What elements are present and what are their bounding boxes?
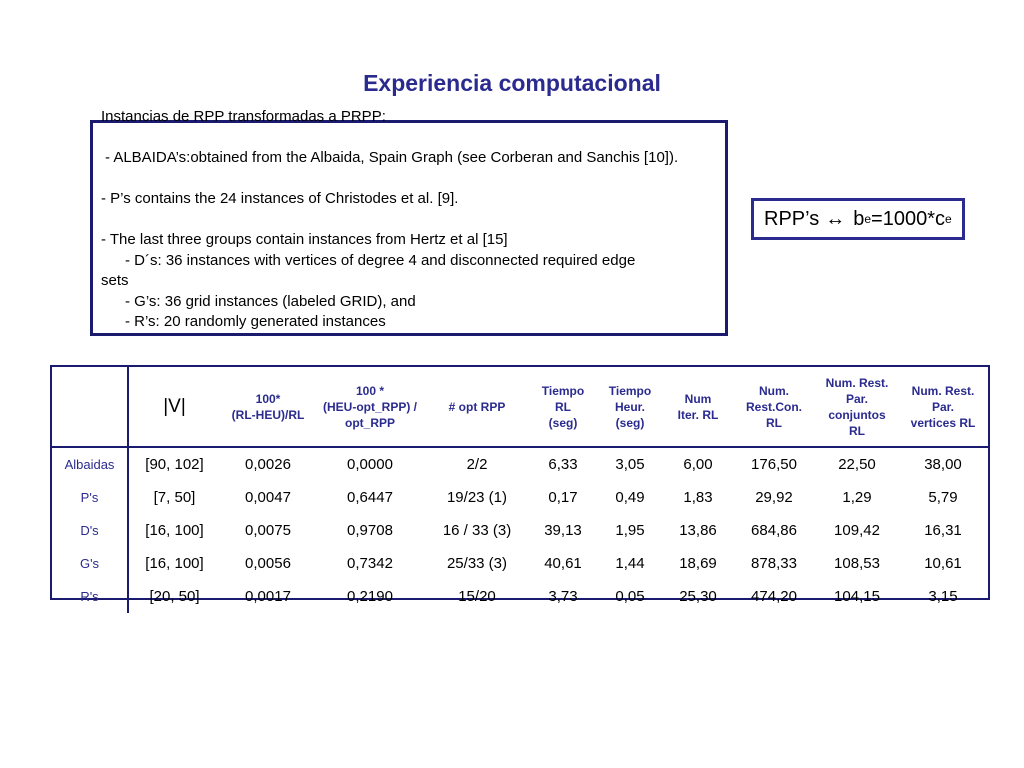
row-label: G's xyxy=(52,547,129,580)
cell-num-rest-par-vert: 16,31 xyxy=(924,522,962,539)
b-subscript: e xyxy=(864,212,872,226)
cell-heu-opt: 0,7342 xyxy=(347,555,393,572)
cell-num-rest-par-conj: 104,15 xyxy=(834,588,880,605)
cell-heu-opt: 0,9708 xyxy=(347,522,393,539)
hertz-description: - The last three groups contain instance… xyxy=(101,231,508,248)
cell-tiempo-rl: 39,13 xyxy=(544,522,582,539)
header-num-rest-par-conj: Num. Rest. Par. conjuntos RL xyxy=(825,375,889,438)
instances-description: Instancias de RPP transformadas a PRPP: … xyxy=(101,107,726,333)
cell-opt-rpp: 15/20 xyxy=(458,588,496,605)
row-label: D's xyxy=(52,514,129,547)
cell-num-iter: 13,86 xyxy=(679,522,717,539)
results-table: |V| 100* (RL-HEU)/RL 100 * (HEU-opt_RPP)… xyxy=(52,367,988,613)
cell-opt-rpp: 2/2 xyxy=(466,456,488,473)
cell-num-rest-par-vert: 3,15 xyxy=(928,588,958,605)
cell-tiempo-rl: 40,61 xyxy=(544,555,582,572)
cell-num-rest-con: 684,86 xyxy=(751,522,797,539)
cell-opt-rpp: 19/23 (1) xyxy=(446,489,508,506)
cell-num-iter: 25,30 xyxy=(679,588,717,605)
cell-opt-rpp: 16 / 33 (3) xyxy=(442,522,512,539)
instances-heading: Instancias de RPP transformadas a PRPP: xyxy=(101,108,386,125)
cell-num-rest-con: 29,92 xyxy=(755,489,793,506)
header-num-iter: Num Iter. RL xyxy=(677,391,719,422)
cell-num-rest-par-vert: 5,79 xyxy=(928,489,958,506)
header-num-rest-con: Num. Rest.Con. RL xyxy=(745,383,802,430)
cell-rl-heu: 0,0047 xyxy=(245,489,291,506)
row-label: R's xyxy=(52,580,129,613)
cell-tiempo-rl: 3,73 xyxy=(548,588,578,605)
cell-rl-heu: 0,0017 xyxy=(245,588,291,605)
table-row: R's [20, 50] 0,0017 0,2190 15/20 3,73 0,… xyxy=(52,580,988,613)
cell-num-iter: 1,83 xyxy=(683,489,713,506)
double-arrow-icon: ↔ xyxy=(825,207,846,230)
gs-description: - G’s: 36 grid instances (labeled GRID),… xyxy=(125,292,416,310)
cell-num-rest-par-vert: 38,00 xyxy=(924,456,962,473)
header-num-rest-par-vert: Num. Rest. Par. vertices RL xyxy=(910,383,976,430)
cell-opt-rpp: 25/33 (3) xyxy=(446,555,508,572)
cell-rl-heu: 0,0026 xyxy=(245,456,291,473)
header-tiempo-rl: Tiempo RL (seg) xyxy=(541,383,585,430)
cell-v: [7, 50] xyxy=(153,489,196,506)
results-table-frame: |V| 100* (RL-HEU)/RL 100 * (HEU-opt_RPP)… xyxy=(50,365,990,613)
cell-num-rest-par-vert: 10,61 xyxy=(924,555,962,572)
ds-description: - D´s: 36 instances with vertices of deg… xyxy=(125,251,636,269)
formula-mid: =1000*c xyxy=(871,207,945,230)
cell-num-rest-par-conj: 22,50 xyxy=(838,456,876,473)
header-v: |V| xyxy=(163,395,186,417)
b-var: b xyxy=(853,207,865,230)
cell-num-rest-par-conj: 108,53 xyxy=(834,555,880,572)
row-label: Albaidas xyxy=(52,447,129,481)
header-rl-heu: 100* (RL-HEU)/RL xyxy=(231,391,305,422)
cell-heu-opt: 0,0000 xyxy=(347,456,393,473)
cell-num-rest-par-conj: 1,29 xyxy=(842,489,872,506)
table-row: G's [16, 100] 0,0056 0,7342 25/33 (3) 40… xyxy=(52,547,988,580)
c-subscript: e xyxy=(945,212,952,226)
cell-v: [16, 100] xyxy=(145,522,204,539)
cell-num-rest-par-conj: 109,42 xyxy=(834,522,880,539)
table-row: P's [7, 50] 0,0047 0,6447 19/23 (1) 0,17… xyxy=(52,481,988,514)
cell-heu-opt: 0,2190 xyxy=(347,588,393,605)
rpp-cost-formula-box: RPP’s ↔ b e =1000*c e xyxy=(751,198,965,240)
cell-tiempo-heur: 3,05 xyxy=(615,456,645,473)
cell-num-rest-con: 176,50 xyxy=(751,456,797,473)
cell-tiempo-heur: 0,05 xyxy=(615,588,645,605)
cell-tiempo-heur: 1,44 xyxy=(615,555,645,572)
ds-description-cont: sets xyxy=(101,272,129,289)
cell-num-iter: 6,00 xyxy=(683,456,713,473)
albaida-description: - ALBAIDA’s:obtained from the Albaida, S… xyxy=(105,149,679,166)
table-header-row: |V| 100* (RL-HEU)/RL 100 * (HEU-opt_RPP)… xyxy=(52,367,988,447)
rs-description: - R’s: 20 randomly generated instances xyxy=(125,313,386,330)
header-empty xyxy=(52,367,129,447)
table-row: Albaidas [90, 102] 0,0026 0,0000 2/2 6,3… xyxy=(52,447,988,481)
header-opt-rpp: # opt RPP xyxy=(448,399,506,414)
instances-text-box xyxy=(90,120,728,336)
cell-tiempo-rl: 0,17 xyxy=(548,489,578,506)
row-label: P's xyxy=(52,481,129,514)
cell-num-iter: 18,69 xyxy=(679,555,717,572)
header-tiempo-heur: Tiempo Heur. (seg) xyxy=(608,383,652,430)
slide-title: Experiencia computacional xyxy=(363,70,661,96)
header-heu-opt: 100 * (HEU-opt_RPP) / opt_RPP xyxy=(323,383,417,430)
cell-rl-heu: 0,0075 xyxy=(245,522,291,539)
cell-rl-heu: 0,0056 xyxy=(245,555,291,572)
cell-v: [20, 50] xyxy=(149,588,200,605)
cell-num-rest-con: 878,33 xyxy=(751,555,797,572)
ps-description: - P’s contains the 24 instances of Chris… xyxy=(101,190,459,207)
cell-num-rest-con: 474,20 xyxy=(751,588,797,605)
rpp-label: RPP’s xyxy=(764,207,820,230)
cell-v: [16, 100] xyxy=(145,555,204,572)
cell-v: [90, 102] xyxy=(145,456,204,473)
cell-tiempo-rl: 6,33 xyxy=(548,456,578,473)
cell-tiempo-heur: 0,49 xyxy=(615,489,645,506)
table-row: D's [16, 100] 0,0075 0,9708 16 / 33 (3) … xyxy=(52,514,988,547)
cell-tiempo-heur: 1,95 xyxy=(615,522,645,539)
cell-heu-opt: 0,6447 xyxy=(347,489,393,506)
